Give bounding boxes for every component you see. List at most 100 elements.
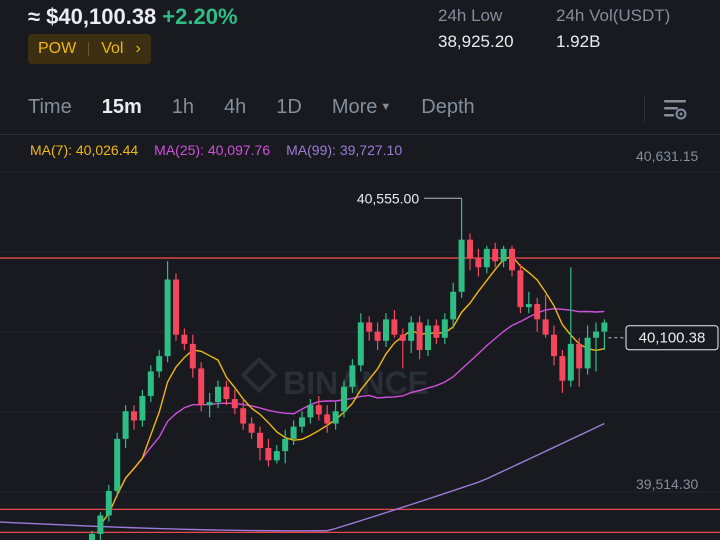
stat-24h-low-label: 24h Low: [438, 6, 503, 25]
candle-body: [341, 386, 347, 412]
stat-24h-vol: 24h Vol(USDT) 1.92B: [556, 6, 670, 52]
candle-body: [89, 533, 95, 540]
price-value: ≈ $40,100.38: [28, 4, 157, 29]
candle-body: [416, 322, 423, 350]
tag-pow[interactable]: POW: [38, 40, 77, 57]
candle-body: [147, 371, 154, 396]
candle-body: [206, 402, 213, 406]
ma99-line: [0, 422, 605, 532]
candle-body: [223, 386, 230, 400]
tab-more[interactable]: More ▼: [332, 96, 391, 119]
candle-body: [173, 279, 179, 335]
candle-body: [324, 414, 331, 424]
candle-body: [290, 426, 297, 439]
candle-body: [458, 239, 465, 292]
candle-body: [114, 438, 121, 491]
candle-body: [492, 248, 499, 262]
candle-body: [105, 490, 112, 516]
tag-vol[interactable]: Vol: [101, 40, 124, 57]
candle-body: [131, 411, 137, 421]
candle-body: [265, 448, 272, 461]
candle-body: [441, 319, 448, 338]
candle-body: [181, 334, 188, 344]
ma25-label: MA(25): 40,097.76: [154, 142, 271, 158]
tab-1d[interactable]: 1D: [276, 96, 302, 118]
candle-body: [425, 325, 431, 350]
candle-body: [433, 325, 440, 338]
tabs-divider: [0, 134, 720, 135]
candle-body: [467, 239, 473, 259]
candle-body: [517, 270, 524, 308]
candle-body: [593, 331, 599, 338]
candle-body: [450, 291, 457, 320]
candle-body: [576, 343, 583, 369]
candle-body: [374, 331, 381, 341]
ma7-label: MA(7): 40,026.44: [30, 142, 139, 158]
candle-body: [97, 515, 104, 534]
caret-down-icon: ▼: [380, 101, 392, 113]
stat-24h-low: 24h Low 38,925.20: [438, 6, 514, 52]
candle-body: [500, 248, 507, 262]
candle-body: [408, 322, 415, 341]
candle-body: [601, 322, 608, 332]
tab-15m[interactable]: 15m: [101, 96, 142, 118]
candle-body: [551, 334, 557, 357]
tab-4h[interactable]: 4h: [223, 96, 247, 118]
candle-body: [315, 405, 322, 415]
candle-body: [189, 343, 196, 369]
watermark-text: BINANCE: [283, 365, 429, 401]
price-axis-top-label: 40,631.15: [636, 148, 699, 164]
candle-body: [240, 408, 247, 424]
chevron-right-icon[interactable]: ›: [135, 40, 141, 57]
candle-body: [307, 405, 314, 418]
tab-time[interactable]: Time: [28, 96, 72, 118]
candle-body: [156, 356, 163, 372]
candle-body: [273, 451, 280, 461]
candle-body: [366, 322, 373, 332]
tag-divider: [88, 42, 90, 56]
candle-body: [567, 343, 574, 381]
interval-tabs: Time 15m 1h 4h 1D More ▼ Depth: [28, 96, 505, 119]
candle-body: [139, 395, 146, 421]
stat-24h-vol-value: 1.92B: [556, 32, 601, 51]
candle-body: [122, 411, 129, 439]
price-axis-bottom-label: 39,514.30: [636, 476, 699, 492]
current-price: ≈ $40,100.38 +2.20%: [28, 4, 238, 30]
coin-tags[interactable]: POW Vol ›: [28, 34, 151, 64]
chart-settings-icon[interactable]: [650, 98, 690, 122]
candle-body: [542, 319, 549, 335]
candle-body: [332, 411, 339, 424]
candle-body: [164, 279, 171, 357]
ma99-label: MA(99): 39,727.10: [286, 142, 403, 158]
candle-body: [509, 248, 515, 271]
candle-body: [391, 319, 398, 335]
candle-body: [399, 334, 406, 341]
candle-body: [483, 248, 490, 268]
ma-legend: MA(7): 40,026.44 MA(25): 40,097.76 MA(99…: [30, 142, 402, 158]
tab-depth[interactable]: Depth: [421, 96, 475, 118]
candle-body: [282, 438, 289, 452]
candle-body: [525, 304, 532, 308]
candle-body: [584, 337, 591, 369]
candle-body: [534, 304, 541, 320]
candle-body: [248, 423, 255, 433]
candle-body: [559, 356, 566, 381]
current-price-tag: [625, 325, 719, 351]
tab-more-label: More: [331, 96, 378, 118]
candle-body: [475, 258, 482, 268]
candle-body: [383, 319, 389, 341]
high-marker-label: 40,555.00: [357, 190, 419, 206]
candle-body: [257, 432, 263, 449]
binance-logo-icon: [240, 356, 278, 394]
candle-body: [231, 399, 238, 409]
candle-body: [349, 365, 356, 387]
tab-1h[interactable]: 1h: [171, 96, 194, 118]
stat-24h-low-value: 38,925.20: [438, 32, 514, 51]
current-price-label: 40,100.38: [639, 330, 706, 347]
stat-24h-vol-label: 24h Vol(USDT): [556, 6, 671, 25]
price-change: +2.20%: [162, 4, 238, 29]
toolbar-divider: [644, 96, 645, 122]
candle-body: [299, 417, 305, 427]
candle-body: [215, 386, 221, 403]
